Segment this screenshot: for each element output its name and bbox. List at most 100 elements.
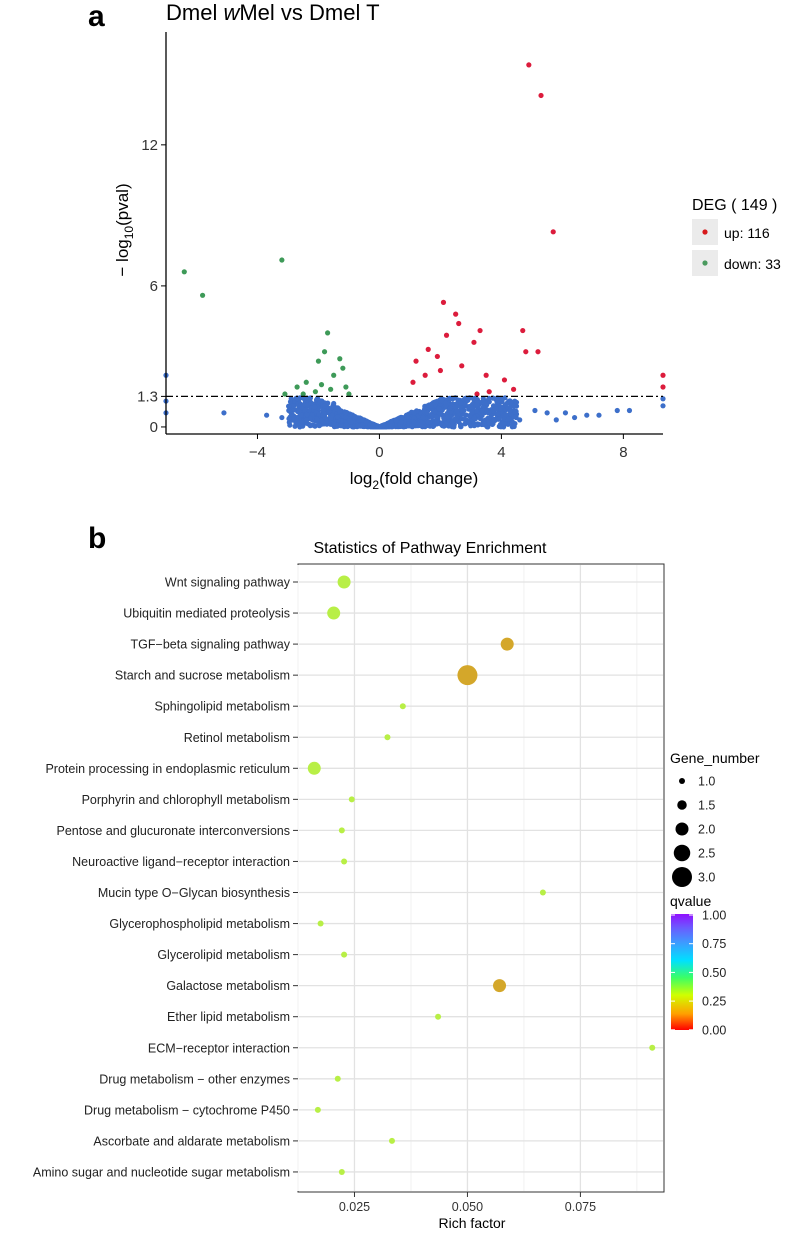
down-point — [315, 358, 322, 364]
ns-point — [304, 411, 310, 418]
gene-number-key — [675, 822, 689, 836]
pathway-label: Sphingolipid metabolism — [155, 700, 291, 714]
gene-number-key — [677, 800, 687, 810]
qvalue-legend-title: qvalue — [670, 893, 711, 909]
qvalue-key-label: 0.50 — [702, 966, 726, 980]
up-point — [660, 384, 666, 390]
ns-point — [415, 421, 421, 428]
deg-legend-up-label: up: 116 — [724, 225, 770, 241]
pathway-label: Neuroactive ligand−receptor interaction — [72, 855, 290, 869]
up-point — [410, 379, 416, 385]
ns-point — [316, 411, 322, 417]
y-tick-label: 1.3 — [137, 388, 158, 405]
volcano-ns-cloud — [286, 395, 520, 430]
x-tick-label: 0.075 — [565, 1200, 596, 1214]
pathway-bubble — [457, 665, 478, 686]
up-point — [437, 367, 444, 374]
pathway-bubble — [341, 858, 348, 865]
gene-number-key-label: 1.0 — [698, 775, 715, 789]
pathway-label: Protein processing in endoplasmic reticu… — [45, 762, 290, 776]
down-point — [199, 292, 206, 298]
down-point — [318, 382, 325, 388]
pathway-label: Starch and sucrose metabolism — [115, 669, 290, 683]
ns-point — [495, 399, 501, 405]
ns-point — [474, 401, 480, 408]
up-point — [422, 372, 428, 378]
ns-point — [433, 399, 439, 405]
qvalue-key-label: 0.75 — [702, 937, 726, 951]
volcano-ticks: −4 0 4 8 0 1.3 6 12 — [137, 137, 627, 461]
volcano-title-italic: w — [223, 0, 241, 25]
ns-point — [300, 395, 307, 401]
down-point — [337, 356, 343, 362]
ns-point — [303, 417, 310, 423]
ns-point — [495, 411, 501, 417]
ns-point — [286, 403, 292, 409]
ns-point — [491, 416, 497, 422]
ns-point — [462, 401, 468, 407]
ns-point — [287, 422, 293, 428]
x-tick-label: 8 — [619, 444, 627, 461]
ns-point — [532, 407, 538, 414]
up-point — [550, 229, 556, 235]
x-tick-label: 4 — [497, 444, 505, 461]
ns-point — [447, 395, 453, 401]
ns-point — [345, 423, 351, 429]
pathway-label: ECM−receptor interaction — [148, 1041, 290, 1055]
ns-point — [544, 410, 550, 416]
gene-number-key-label: 3.0 — [698, 871, 715, 885]
panel-b-letter: b — [88, 522, 106, 555]
ns-point — [326, 409, 332, 415]
up-point — [526, 62, 532, 68]
ns-point — [314, 416, 320, 422]
pathway-bubble — [435, 1013, 442, 1020]
x-tick-label: 0.025 — [339, 1200, 370, 1214]
volcano-title-prefix: Dmel — [166, 0, 223, 25]
up-point — [483, 372, 489, 378]
gene-number-legend: Gene_number 1.0 1.5 2.0 2.5 3.0 — [670, 750, 760, 887]
up-point — [474, 391, 480, 397]
ns-point — [505, 416, 512, 422]
ns-point — [449, 419, 456, 425]
deg-legend-down-dot — [702, 260, 708, 266]
down-point — [279, 257, 285, 263]
ns-point — [348, 419, 354, 425]
down-point — [181, 269, 187, 275]
pathway-bubble — [337, 575, 351, 589]
gene-number-key — [672, 867, 692, 887]
gene-number-legend-items: 1.0 1.5 2.0 2.5 3.0 — [672, 775, 715, 887]
ns-point — [660, 396, 666, 402]
pathway-bubble — [384, 734, 391, 741]
ns-point — [359, 422, 365, 428]
ns-point — [286, 407, 292, 414]
pathway-bubble — [307, 761, 321, 775]
ns-point — [500, 420, 506, 427]
pathway-label: Ascorbate and aldarate metabolism — [93, 1134, 290, 1148]
ns-point — [512, 409, 519, 415]
up-point — [456, 320, 462, 327]
ns-point — [513, 399, 520, 405]
ns-point — [430, 423, 436, 429]
ns-point — [342, 414, 348, 420]
ns-point — [305, 395, 311, 402]
pathway-label: Glycerolipid metabolism — [157, 948, 290, 962]
volcano-points — [163, 62, 666, 423]
up-point — [538, 92, 544, 99]
ns-point — [409, 423, 415, 429]
down-point — [282, 391, 288, 397]
ns-point — [307, 422, 313, 428]
pathway-label: Retinol metabolism — [184, 731, 290, 745]
up-point — [471, 339, 477, 345]
bubble-grid — [297, 565, 663, 1191]
ns-point — [334, 414, 341, 420]
ns-point — [291, 415, 297, 421]
ns-point — [221, 410, 227, 416]
ns-point — [331, 421, 337, 427]
ns-point — [660, 403, 666, 409]
ns-point — [614, 407, 620, 414]
ns-point — [411, 409, 417, 416]
ns-point — [571, 414, 578, 421]
deg-legend-title: DEG ( 149 ) — [692, 197, 777, 214]
ns-point — [493, 406, 499, 412]
pathway-bubble — [314, 1106, 321, 1113]
